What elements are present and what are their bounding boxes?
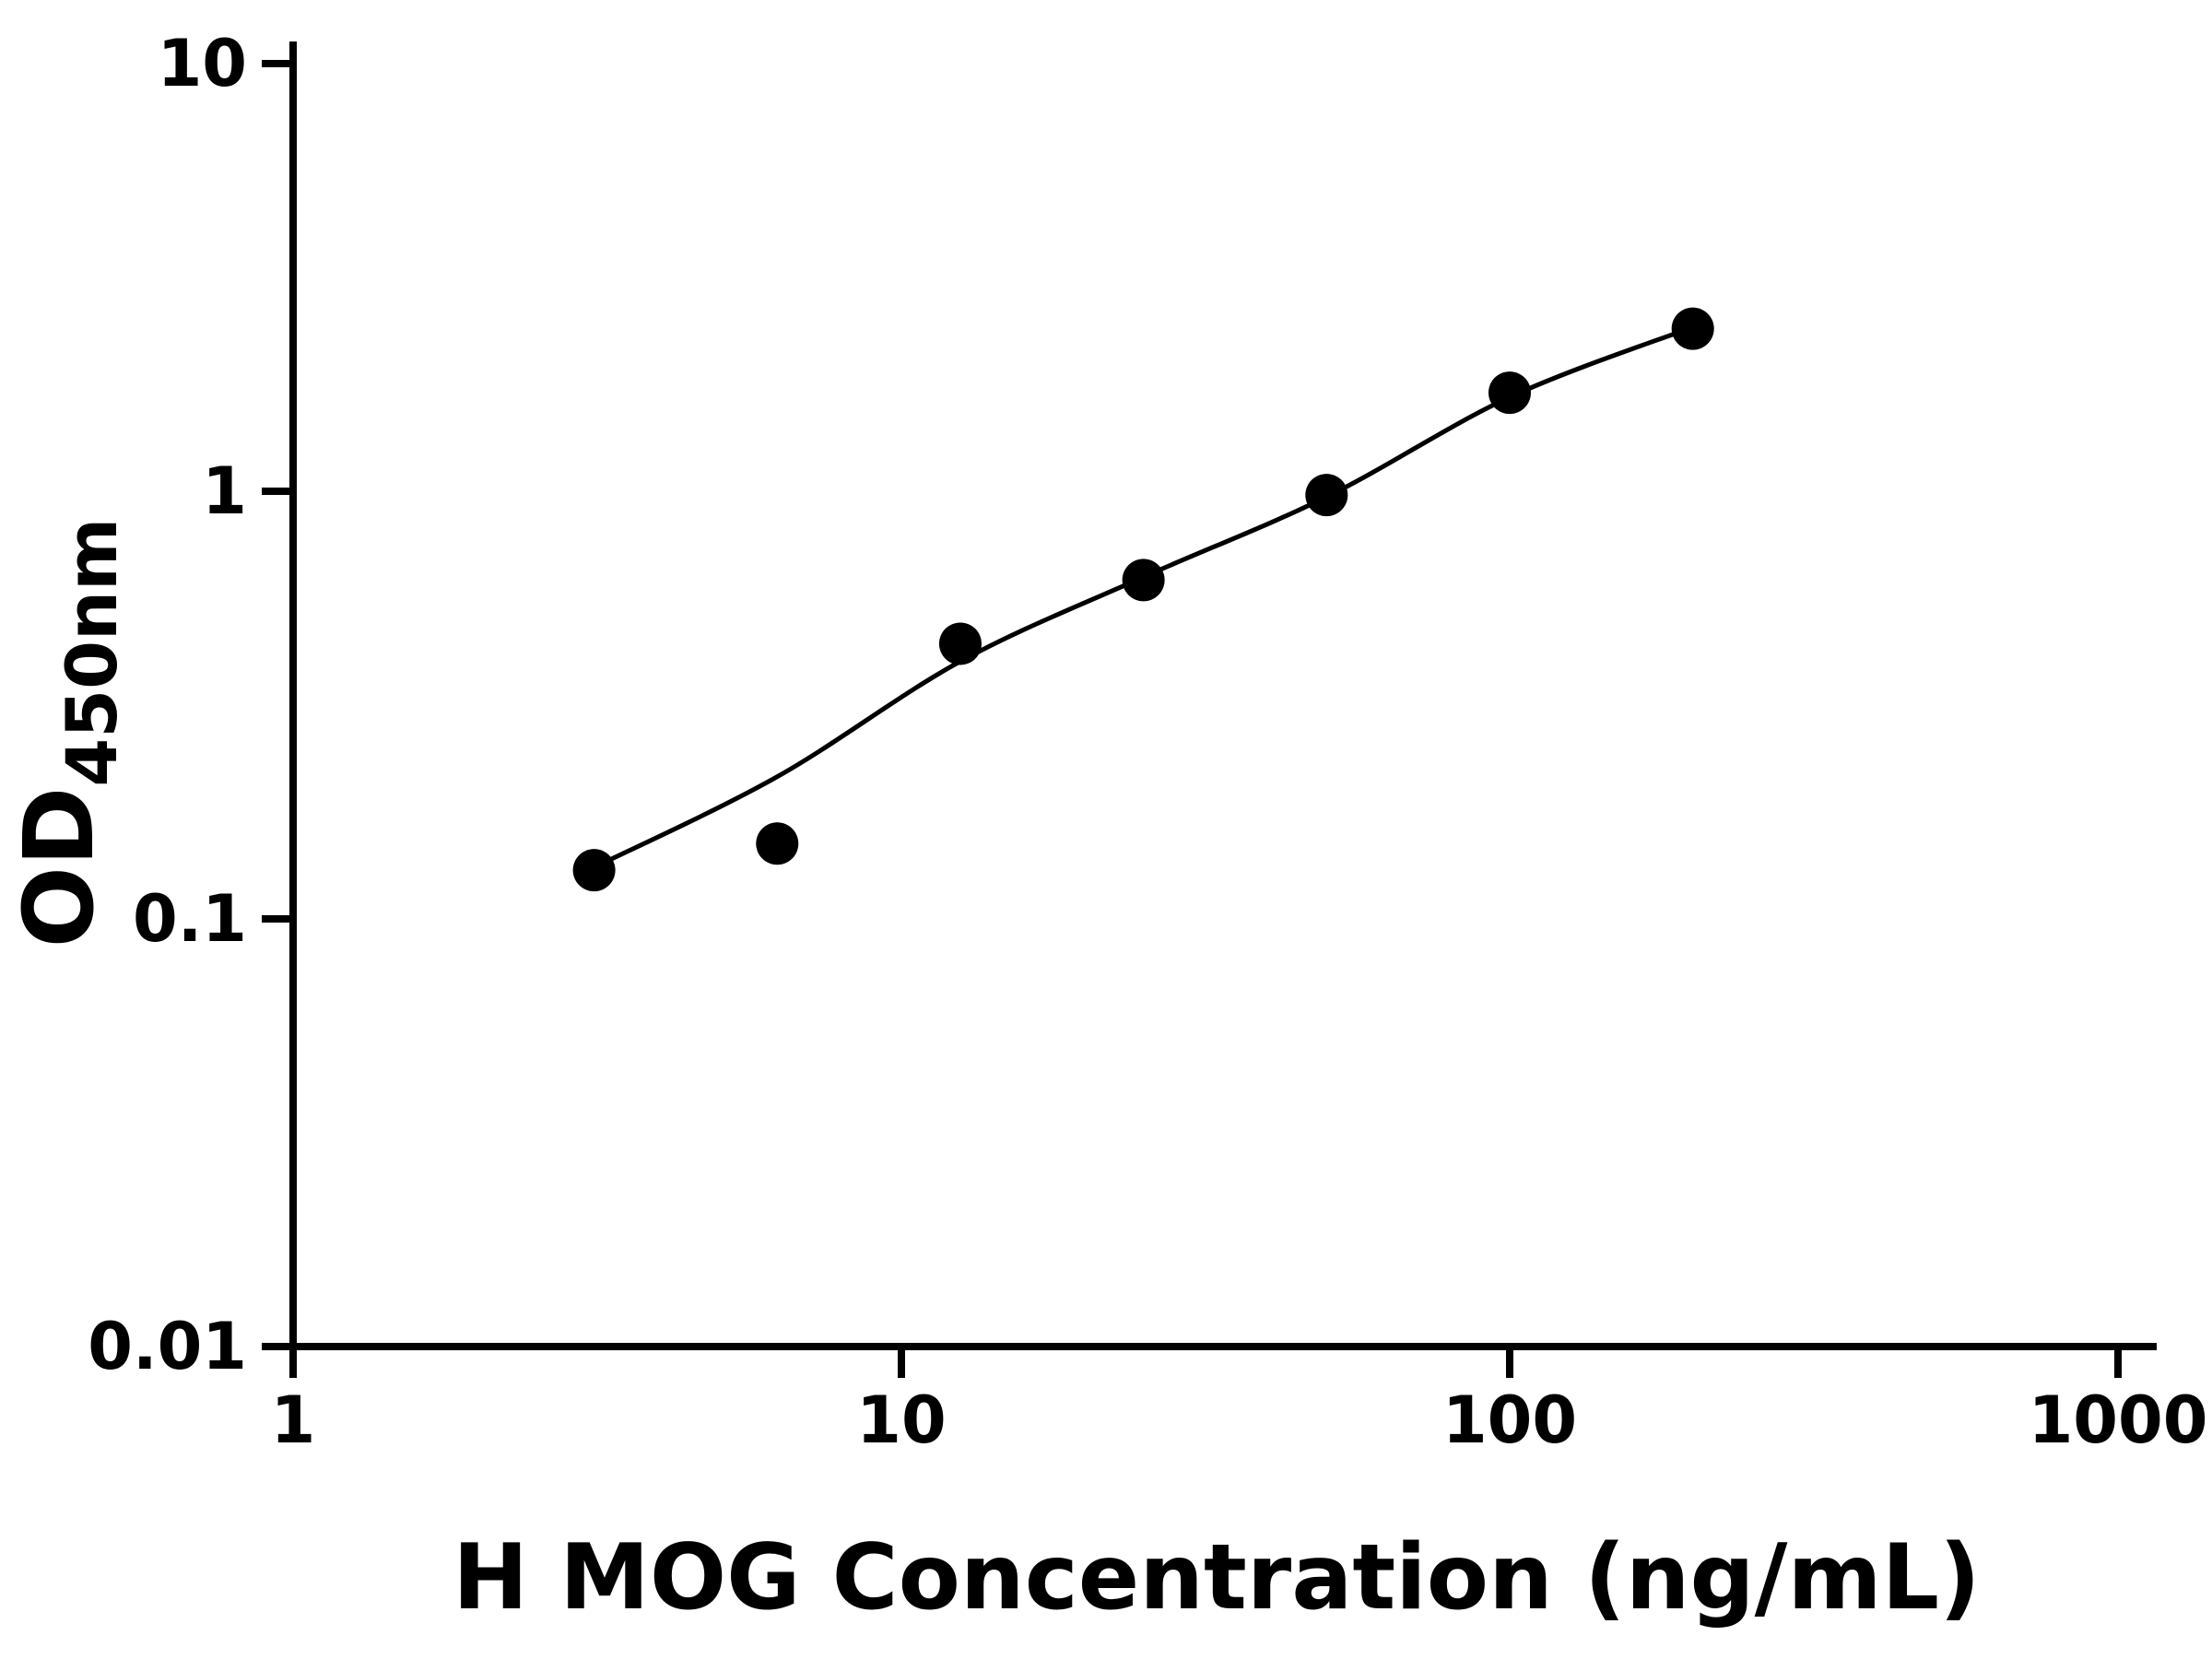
x-axis-title: H MOG Concentration (ng/mL): [453, 1525, 1981, 1630]
data-point: [938, 622, 982, 665]
data-point: [1488, 371, 1531, 415]
y-tick-label: 1: [202, 453, 247, 529]
y-tick-label: 0.01: [88, 1309, 247, 1384]
data-point: [1671, 307, 1714, 350]
data-point: [1305, 474, 1348, 517]
axis-labels: H MOG Concentration (ng/mL) OD450nm: [3, 518, 1981, 1630]
y-axis-title-sub: 450nm: [51, 518, 133, 787]
x-tick-label: 10: [856, 1382, 946, 1458]
axes: 1 10 100 1000 0.01 0.1 1 10: [88, 26, 2207, 1458]
data-point: [1122, 559, 1165, 602]
y-tick-label: 0.1: [133, 881, 247, 957]
x-tick-label: 100: [1442, 1382, 1577, 1458]
x-tick-label: 1: [271, 1382, 316, 1458]
y-tick-label: 10: [158, 26, 247, 101]
x-tick-label: 1000: [2029, 1382, 2208, 1458]
data-point: [572, 849, 616, 892]
axis-frame: [289, 41, 2157, 1350]
data-point: [756, 822, 799, 865]
data-points: [572, 307, 1714, 892]
y-axis-title-main: OD: [3, 787, 115, 948]
y-axis-title: OD450nm: [3, 518, 133, 948]
